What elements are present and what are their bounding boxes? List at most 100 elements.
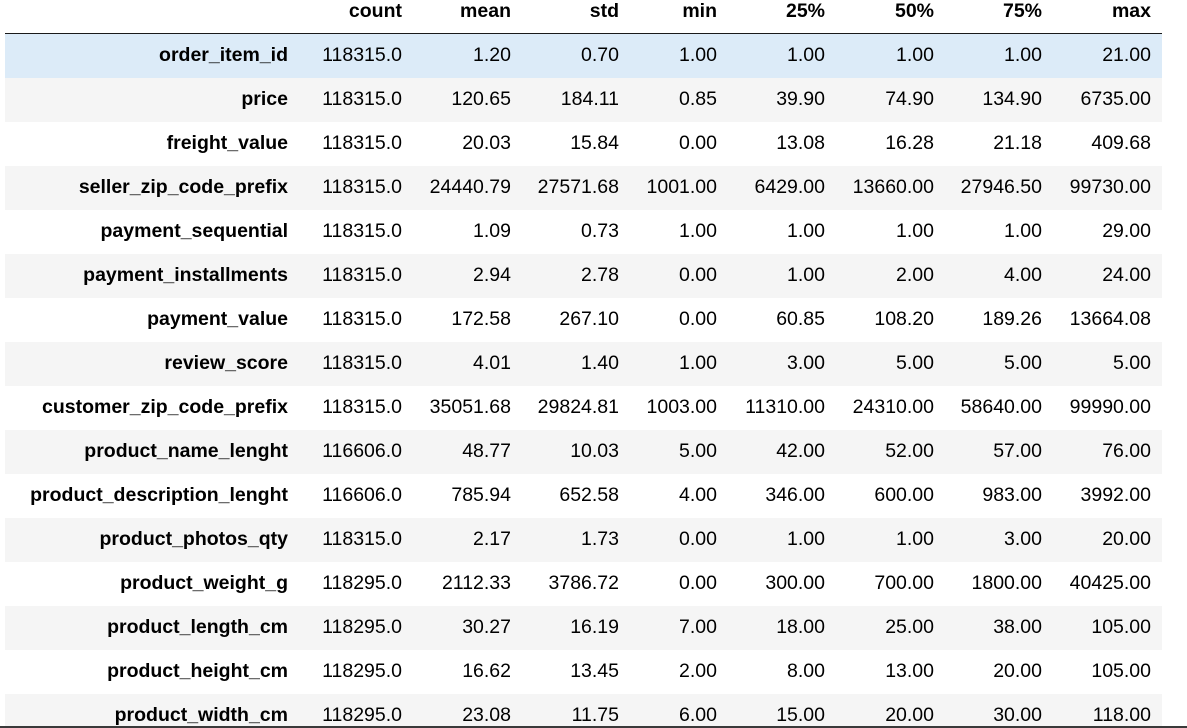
- table-cell: 652.58: [559, 484, 619, 506]
- table-cell: 42.00: [776, 440, 825, 462]
- table-cell: 24.00: [1102, 264, 1151, 286]
- table-cell: 35051.68: [429, 396, 511, 418]
- table-cell: 20.03: [462, 132, 511, 154]
- row-label: product_name_lenght: [84, 440, 288, 462]
- row-label: order_item_id: [159, 44, 288, 67]
- table-cell: 57.00: [993, 440, 1042, 462]
- table-cell: 118315.0: [322, 132, 402, 154]
- table-cell: 118315.0: [322, 44, 402, 67]
- table-cell: 20.00: [993, 660, 1042, 682]
- table-cell: 27946.50: [960, 176, 1042, 198]
- table-cell: 118315.0: [322, 396, 402, 418]
- table-cell: 99990.00: [1069, 396, 1151, 418]
- table-cell: 1.00: [679, 220, 717, 242]
- table-cell: 118315.0: [322, 220, 402, 242]
- table-row: product_height_cm 118295.0 16.62 13.45 2.00 8…: [5, 649, 1162, 694]
- column-header: 25%: [728, 0, 836, 34]
- table-cell: 1003.00: [646, 396, 718, 418]
- table-cell: 24310.00: [852, 396, 934, 418]
- table-row: payment_value 118315.0 172.58 267.10 0.00 60.…: [5, 297, 1162, 342]
- table-cell: 1800.00: [971, 572, 1043, 594]
- row-label: payment_value: [147, 308, 288, 330]
- table-cell: 0.00: [679, 132, 717, 154]
- table-cell: 4.01: [473, 352, 511, 374]
- table-cell: 1.00: [1004, 44, 1042, 67]
- table-cell: 8.00: [787, 660, 825, 682]
- table-cell: 785.94: [451, 484, 511, 506]
- row-label: payment_installments: [83, 264, 288, 286]
- table-cell: 0.73: [581, 220, 619, 242]
- table-cell: 3786.72: [548, 572, 620, 594]
- row-label: product_weight_g: [120, 572, 288, 594]
- table-cell: 27571.68: [537, 176, 619, 198]
- table-row: product_width_cm 118295.0 23.08 11.75 6.00 15…: [5, 693, 1162, 728]
- table-cell: 1001.00: [646, 176, 718, 198]
- table-row: product_description_lenght 116606.0 785.94…: [5, 473, 1162, 518]
- table-cell: 300.00: [765, 572, 825, 594]
- table-cell: 5.00: [896, 352, 934, 374]
- table-cell: 39.90: [776, 88, 825, 110]
- table-cell: 1.09: [473, 220, 511, 242]
- row-label: product_length_cm: [107, 616, 288, 638]
- table-cell: 1.00: [896, 220, 934, 242]
- table-cell: 1.00: [787, 528, 825, 550]
- table-cell: 1.73: [581, 528, 619, 550]
- table-cell: 118315.0: [322, 352, 402, 374]
- table-row: payment_installments 118315.0 2.94 2.78 0.00…: [5, 253, 1162, 298]
- table-cell: 18.00: [776, 616, 825, 638]
- table-cell: 11.75: [571, 704, 619, 726]
- header-row: count mean std min 25% 50% 75% max: [5, 0, 1162, 34]
- table-cell: 0.00: [679, 308, 717, 330]
- table-cell: 346.00: [765, 484, 825, 506]
- column-header: min: [630, 0, 728, 34]
- table-cell: 4.00: [679, 484, 717, 506]
- table-cell: 0.85: [679, 88, 717, 110]
- table-cell: 118295.0: [322, 616, 402, 638]
- table-cell: 6735.00: [1080, 88, 1152, 110]
- table-cell: 21.18: [993, 132, 1042, 154]
- table-cell: 20.00: [885, 704, 934, 726]
- column-header: 75%: [945, 0, 1053, 34]
- table-cell: 13.00: [885, 660, 934, 682]
- table-row: freight_value 118315.0 20.03 15.84 0.00 13.08…: [5, 121, 1162, 166]
- table-cell: 108.20: [874, 308, 934, 330]
- table-cell: 1.00: [1004, 220, 1042, 242]
- table-cell: 700.00: [874, 572, 934, 594]
- table-cell: 1.00: [787, 220, 825, 242]
- table-row: customer_zip_code_prefix 118315.0 35051.68…: [5, 385, 1162, 430]
- table-cell: 105.00: [1091, 616, 1151, 638]
- table-cell: 24440.79: [429, 176, 511, 198]
- table-cell: 99730.00: [1069, 176, 1151, 198]
- table-cell: 1.00: [787, 44, 825, 67]
- table-cell: 3.00: [787, 352, 825, 374]
- table-cell: 409.68: [1091, 132, 1151, 154]
- table-cell: 13660.00: [852, 176, 934, 198]
- table-row: seller_zip_code_prefix 118315.0 24440.79 27…: [5, 165, 1162, 210]
- row-label: product_description_lenght: [30, 484, 288, 506]
- table-row: product_name_lenght 116606.0 48.77 10.03 5.0…: [5, 429, 1162, 474]
- table-cell: 13.45: [570, 660, 619, 682]
- table-cell: 30.27: [462, 616, 511, 638]
- table-cell: 60.85: [776, 308, 825, 330]
- table-cell: 1.40: [581, 352, 619, 374]
- table-cell: 118315.0: [322, 264, 402, 286]
- table-cell: 2.17: [473, 528, 511, 550]
- table-row: price 118315.0 120.65 184.11 0.85 39.90 74.90 1…: [5, 77, 1162, 122]
- row-label: customer_zip_code_prefix: [41, 396, 288, 418]
- table-cell: 0.00: [679, 528, 717, 550]
- table-cell: 0.70: [581, 44, 619, 67]
- table-row: product_photos_qty 118315.0 2.17 1.73 0.00 1.…: [5, 517, 1162, 562]
- row-label: review_score: [164, 352, 288, 374]
- table-cell: 118315.0: [322, 88, 402, 110]
- table-cell: 2112.33: [441, 572, 511, 594]
- table-header: count mean std min 25% 50% 75% max: [5, 0, 1162, 34]
- table-cell: 5.00: [1113, 352, 1151, 374]
- table-cell: 120.65: [451, 88, 511, 110]
- column-header: std: [522, 0, 630, 34]
- table-row: order_item_id 118315.0 1.20 0.70 1.00 1.00 1.0…: [5, 33, 1162, 78]
- table-cell: 13664.08: [1069, 308, 1151, 330]
- table-cell: 38.00: [993, 616, 1042, 638]
- table-cell: 30.00: [993, 704, 1042, 726]
- table-cell: 1.20: [473, 44, 511, 67]
- table-cell: 600.00: [874, 484, 934, 506]
